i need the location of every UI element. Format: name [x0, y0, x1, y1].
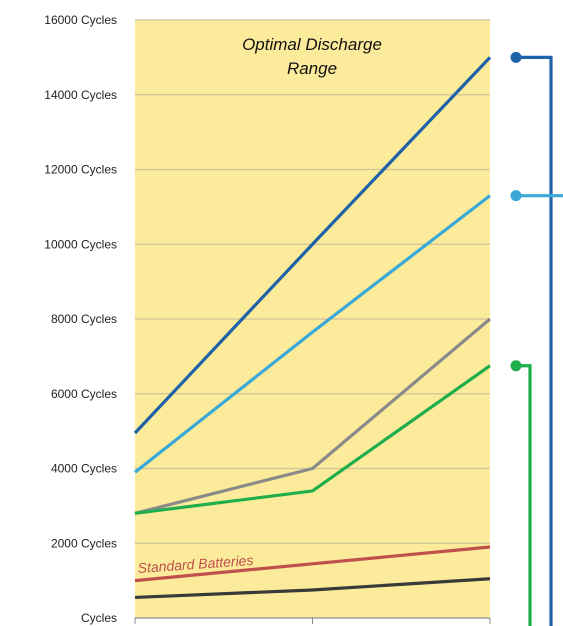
y-tick-label: 16000 Cycles	[44, 13, 117, 27]
series-lines	[133, 56, 492, 600]
y-tick-labels: Cycles 2000 Cycles 4000 Cycles 6000 Cycles 8…	[44, 13, 117, 625]
series-line	[134, 364, 491, 515]
series-line	[134, 577, 491, 600]
axis-lines	[134, 617, 491, 624]
bracket-dot	[510, 360, 522, 372]
brackets	[510, 51, 563, 626]
y-tick-label: 6000 Cycles	[51, 387, 117, 401]
series-line	[134, 194, 491, 474]
bracket-dot	[510, 51, 522, 63]
y-tick-label: 12000 Cycles	[44, 163, 117, 177]
region-label-line2: Range	[287, 59, 337, 78]
y-tick-label: 4000 Cycles	[51, 462, 117, 476]
y-tick-label: 14000 Cycles	[44, 88, 117, 102]
bracket-dot	[510, 190, 522, 202]
y-tick-label: 2000 Cycles	[51, 536, 117, 550]
y-tick-label: Cycles	[81, 611, 117, 625]
y-tick-label: 8000 Cycles	[51, 312, 117, 326]
series-line	[134, 545, 491, 583]
bracket-line	[516, 364, 532, 626]
bracket-line	[516, 55, 553, 626]
y-tick-label: 10000 Cycles	[44, 237, 117, 251]
series-line	[133, 56, 492, 435]
series-line	[134, 317, 492, 515]
region-label-line1: Optimal Discharge	[242, 35, 382, 54]
